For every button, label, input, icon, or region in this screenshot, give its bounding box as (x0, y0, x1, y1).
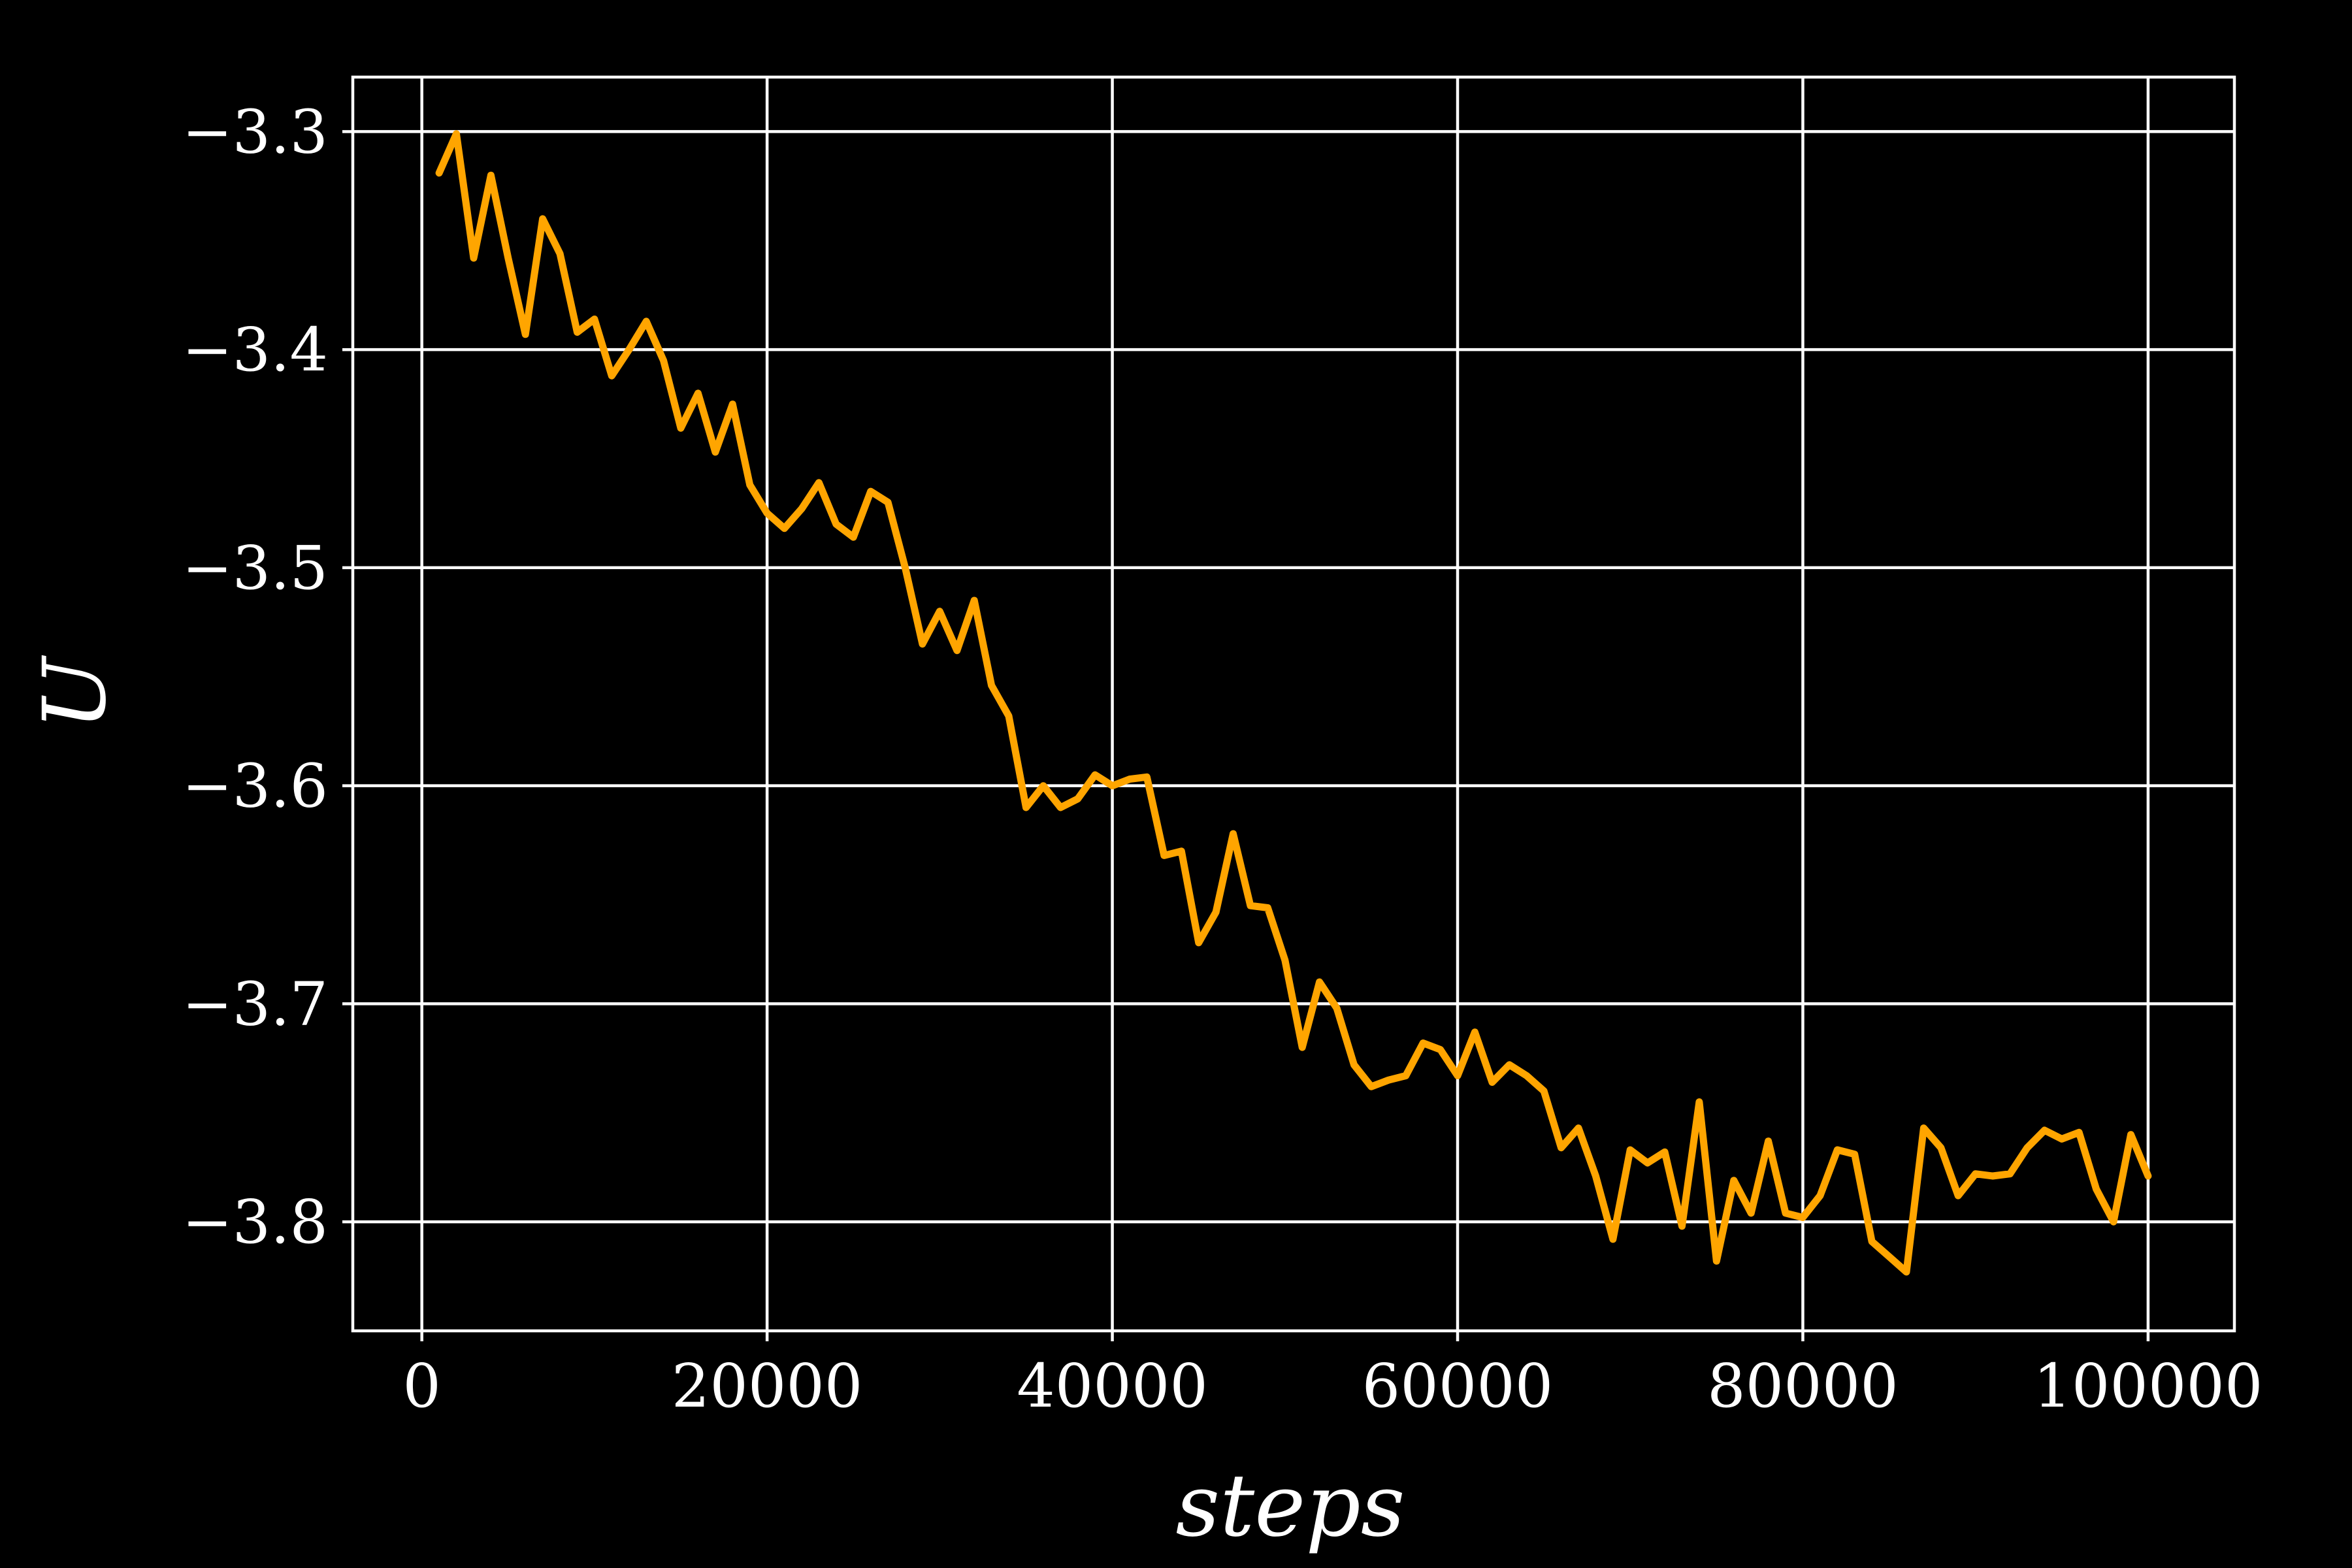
series-layer (435, 130, 2152, 1276)
y-tick-label: −3.5 (182, 533, 328, 603)
x-tick-label: 40000 (1017, 1351, 1208, 1421)
y-axis: −3.3 −3.4 −3.5 −3.6 −3.7 −3.8 (182, 97, 353, 1257)
x-tick-label: 60000 (1362, 1351, 1554, 1421)
y-tick-label: −3.6 (182, 751, 328, 821)
y-tick-label: −3.3 (182, 97, 328, 167)
y-tick-label: −3.7 (182, 969, 328, 1039)
x-tick-label: 100000 (2033, 1351, 2262, 1421)
y-tick-label: −3.8 (182, 1187, 328, 1257)
x-tick-label: 0 (402, 1351, 441, 1421)
x-axis-label: steps (1175, 1456, 1405, 1556)
x-axis: 0 20000 40000 60000 80000 100000 (402, 1331, 2262, 1421)
x-tick-label: 80000 (1707, 1351, 1899, 1421)
x-tick-label: 20000 (672, 1351, 863, 1421)
y-tick-label: −3.4 (182, 315, 328, 385)
plot-frame (351, 75, 2236, 1333)
series-line (435, 130, 2152, 1276)
y-axis-label: U (25, 655, 125, 730)
